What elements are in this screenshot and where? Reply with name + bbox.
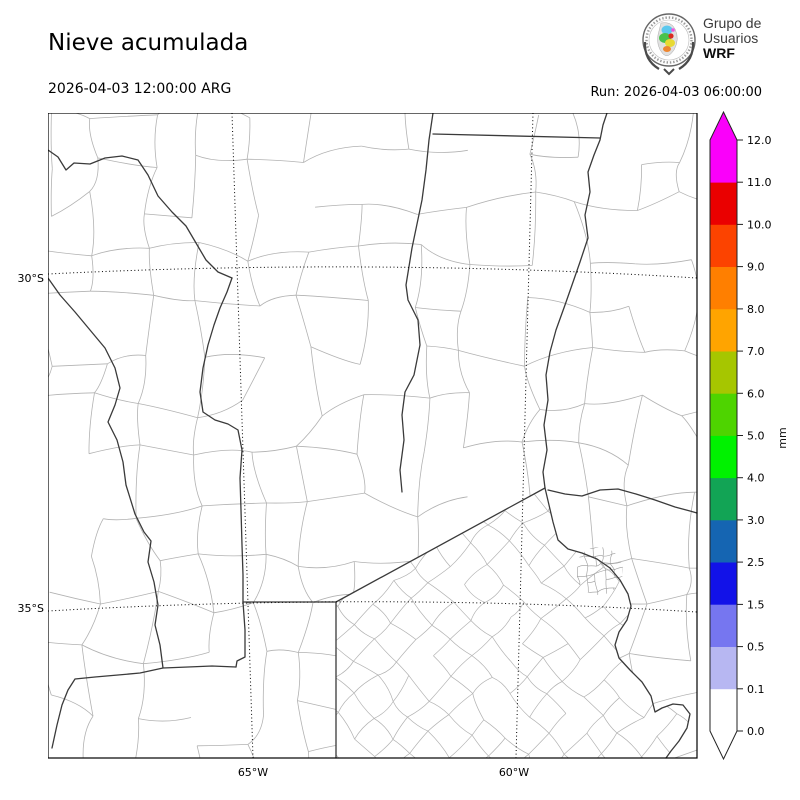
map-canvas (48, 113, 698, 759)
colorbar-segment (710, 604, 737, 647)
map-frame (48, 113, 698, 759)
province-border-sanluis-west (48, 277, 164, 669)
gridline-30s (48, 266, 698, 279)
page-title: Nieve acumulada (48, 30, 249, 56)
colorbar-segment (710, 266, 737, 310)
atlantic-coastline (609, 567, 691, 759)
colorbar-tick-label: 6.0 (747, 387, 765, 400)
logo-line-2: Usuarios (703, 30, 759, 46)
gridline-35s (48, 601, 698, 613)
province-border-lapampa-east (235, 601, 246, 668)
colorbar-segment (710, 688, 737, 732)
logo-line-3: WRF (703, 45, 735, 61)
colorbar-tick-label: 0.1 (747, 683, 765, 696)
colorbar-tick-label: 10.0 (747, 218, 772, 231)
colorbar-segment (710, 308, 737, 352)
province-border-cordoba-east (399, 113, 434, 493)
valid-time-label: 2026-04-03 12:00:00 ARG (48, 81, 232, 97)
colorbar-segment (710, 393, 737, 436)
wrf-logo: Grupo de Usuarios WRF (641, 8, 791, 76)
colorbar-under-arrow (710, 731, 737, 759)
run-time-label: Run: 2026-04-03 06:00:00 (590, 85, 762, 100)
colorbar-segment (710, 435, 737, 479)
province-border-santiago-south (432, 133, 601, 139)
colorbar-unit-label: mm (776, 427, 789, 449)
colorbar-over-arrow (710, 112, 737, 140)
logo-line-1: Grupo de (703, 15, 762, 31)
colorbar-tick-label: 11.0 (747, 176, 772, 189)
colorbar-segment (710, 224, 737, 267)
lat-tick-label: 35°S (17, 602, 44, 615)
colorbar-segment (710, 477, 737, 521)
colorbar-segment (710, 182, 737, 225)
colorbar-segment (710, 519, 737, 563)
colorbar-segment (710, 140, 737, 183)
colorbar-tick-label: 12.0 (747, 134, 772, 147)
lon-tick-label: 60°W (498, 766, 530, 779)
parana-delta-border (544, 487, 611, 569)
colorbar-segment (710, 351, 737, 394)
colorbar-tick-label: 8.0 (747, 303, 765, 316)
colorbar-tick-label: 2.5 (747, 556, 765, 569)
province-border-entrerios-south (547, 488, 698, 514)
colorbar-tick-label: 3.0 (747, 514, 765, 527)
lon-tick-label: 65°W (237, 766, 269, 779)
colorbar-tick-label: 0.0 (747, 725, 765, 738)
colorbar-segment (710, 562, 737, 605)
colorbar-tick-label: 7.0 (747, 345, 765, 358)
colorbar-tick-label: 5.0 (747, 430, 765, 443)
parana-river-border (542, 113, 608, 489)
province-border-lapampa-north (51, 665, 237, 749)
province-borders (48, 113, 698, 759)
colorbar-tick-label: 9.0 (747, 261, 765, 274)
logo-text: Grupo de Usuarios WRF (703, 16, 761, 61)
wrf-globe-emblem-icon (642, 13, 696, 76)
province-border-cordoba-west (199, 277, 244, 603)
colorbar-tick-label: 4.0 (747, 472, 765, 485)
colorbar-tick-label: 1.5 (747, 598, 765, 611)
lat-tick-label: 30°S (17, 272, 44, 285)
province-border-buenosaires-northwest (335, 487, 546, 603)
graticule (48, 113, 698, 759)
colorbar-segment (710, 646, 737, 690)
colorbar: 0.0 0.1 0.5 1.5 2.5 3.0 4.0 5.0 6.0 7.0 8.0 9.0 10.0… (709, 110, 772, 761)
department-borders (48, 113, 697, 758)
colorbar-tick-label: 0.5 (747, 641, 765, 654)
province-border-northwest (48, 149, 233, 279)
